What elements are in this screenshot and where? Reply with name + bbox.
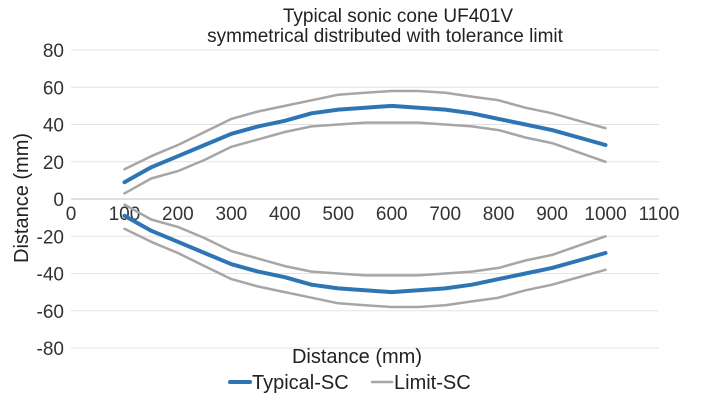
y-tick-label: 80 — [43, 41, 64, 62]
legend-label-typical: Typical-SC — [252, 372, 349, 394]
limit-sc-line — [123, 121, 607, 195]
legend: Typical-SC Limit-SC — [228, 372, 471, 394]
x-tick-label: 1000 — [584, 204, 626, 225]
y-tick-label: 0 — [53, 190, 64, 211]
typical-sc-line — [122, 103, 608, 185]
limit-sc-line — [123, 89, 607, 171]
typical-sc-line — [122, 213, 608, 295]
limit-sc-line — [123, 227, 607, 309]
y-tick-label: -20 — [37, 227, 64, 248]
chart-title: Typical sonic cone UF401V — [283, 6, 514, 27]
y-tick-labels: 80 60 40 20 0 -20 -40 -60 -80 — [37, 41, 64, 360]
x-tick-label: 400 — [269, 204, 301, 225]
x-tick-label: 300 — [216, 204, 248, 225]
y-tick-label: 20 — [43, 153, 64, 174]
y-tick-label: -80 — [37, 339, 64, 360]
y-tick-label: 60 — [43, 78, 64, 99]
x-tick-label: 0 — [66, 204, 77, 225]
limit-sc-line — [123, 203, 607, 277]
series-lines — [122, 89, 608, 309]
chart-subtitle: symmetrical distributed with tolerance l… — [207, 26, 564, 47]
y-tick-label: 40 — [43, 116, 64, 137]
x-tick-label: 1100 — [639, 204, 680, 225]
x-tick-label: 700 — [429, 204, 461, 225]
x-tick-label: 900 — [536, 204, 568, 225]
y-axis-title: Distance (mm) — [11, 133, 33, 263]
y-tick-label: -60 — [37, 302, 64, 323]
x-tick-label: 500 — [322, 204, 354, 225]
legend-label-limit: Limit-SC — [394, 372, 471, 394]
x-tick-label: 800 — [483, 204, 515, 225]
x-axis-title: Distance (mm) — [292, 346, 422, 368]
x-tick-label: 600 — [376, 204, 408, 225]
y-tick-label: -40 — [37, 265, 64, 286]
x-tick-label: 200 — [162, 204, 194, 225]
